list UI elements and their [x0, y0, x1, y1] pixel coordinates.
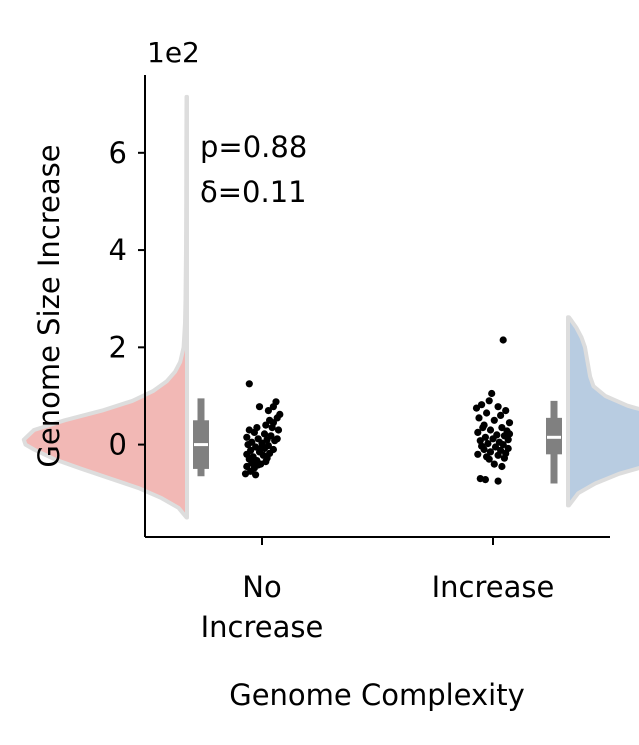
data-point: [480, 445, 488, 454]
data-point: [485, 397, 493, 405]
violins-layer: [21, 94, 639, 520]
points-layer: [241, 336, 514, 485]
y-tick-label: 6: [109, 136, 127, 170]
data-point: [243, 462, 251, 471]
data-point: [490, 416, 498, 424]
data-point: [268, 424, 276, 432]
data-point: [498, 462, 506, 471]
stats-annotation-delta: δ=0.11: [200, 175, 307, 209]
data-point: [502, 407, 510, 415]
data-point: [472, 404, 481, 412]
x-tick-label: No: [242, 570, 281, 604]
data-point: [494, 451, 502, 459]
data-point: [264, 407, 272, 415]
data-point: [490, 460, 498, 468]
data-point: [252, 471, 260, 479]
data-point: [274, 426, 283, 434]
data-point: [498, 424, 506, 432]
data-point: [489, 435, 497, 443]
data-point: [245, 380, 253, 388]
data-point: [505, 419, 514, 427]
data-point: [241, 470, 250, 478]
data-point: [474, 450, 482, 458]
data-point: [478, 401, 486, 409]
data-point: [476, 437, 484, 445]
data-point: [484, 440, 492, 448]
data-point: [475, 414, 483, 422]
data-point: [273, 435, 281, 443]
data-point: [244, 441, 252, 449]
data-point: [481, 476, 489, 484]
stats-annotation-p: p=0.88: [200, 130, 307, 164]
data-point: [485, 455, 493, 463]
data-point: [499, 441, 507, 449]
violin-half: [566, 315, 639, 508]
data-point: [263, 436, 271, 444]
data-point: [254, 461, 262, 469]
offset-label: 1e2: [147, 36, 200, 69]
x-tick-label: Increase: [432, 570, 555, 604]
violin-half: [21, 94, 189, 520]
y-axis-label: Genome Size Increase: [32, 144, 66, 467]
data-point: [269, 403, 277, 411]
data-point: [243, 433, 251, 441]
data-point: [500, 454, 508, 462]
y-tick-label: 4: [109, 233, 127, 267]
data-point: [491, 443, 500, 451]
data-point: [486, 426, 495, 434]
data-point: [499, 336, 507, 344]
data-point: [474, 428, 482, 436]
x-tick-label: Increase: [201, 610, 324, 644]
x-ticks: No Increase Increase: [201, 537, 555, 644]
y-ticks: 0 2 4 6: [109, 136, 145, 462]
data-point: [479, 424, 487, 432]
boxes-layer: [193, 398, 562, 484]
y-tick-label: 2: [109, 330, 127, 364]
data-point: [494, 477, 502, 485]
data-point: [262, 421, 270, 429]
x-axis-label: Genome Complexity: [229, 678, 525, 712]
data-point: [273, 414, 281, 422]
y-tick-label: 0: [109, 428, 127, 462]
data-point: [488, 389, 496, 398]
data-point: [497, 411, 505, 419]
data-point: [481, 433, 489, 441]
data-point: [483, 409, 491, 417]
data-point: [250, 428, 258, 436]
data-point: [504, 436, 512, 444]
data-point: [486, 448, 495, 456]
data-point: [255, 403, 264, 411]
data-point: [258, 443, 266, 451]
data-point: [260, 430, 269, 438]
data-point: [505, 430, 514, 438]
data-point: [494, 403, 502, 411]
